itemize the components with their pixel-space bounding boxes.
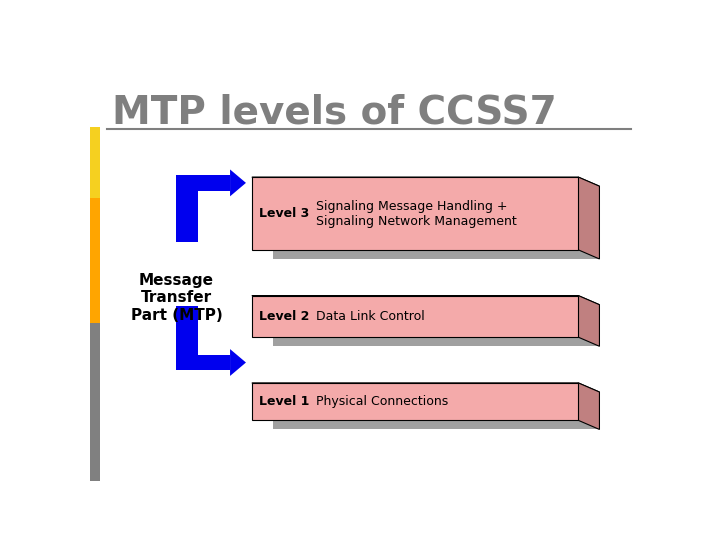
Bar [252, 295, 578, 337]
Bar [90, 322, 100, 481]
Bar [176, 175, 230, 191]
Bar [252, 177, 578, 250]
Polygon shape [578, 295, 600, 346]
Bar [176, 355, 230, 370]
Bar [90, 127, 100, 198]
Polygon shape [578, 383, 600, 429]
Polygon shape [252, 383, 600, 392]
Text: Data Link Control: Data Link Control [316, 310, 425, 323]
Text: Physical Connections: Physical Connections [316, 395, 449, 408]
Polygon shape [252, 295, 600, 305]
Text: Level 2: Level 2 [258, 310, 309, 323]
Bar [176, 191, 198, 241]
Polygon shape [230, 349, 246, 376]
Text: MTP levels of CCSS7: MTP levels of CCSS7 [112, 94, 557, 132]
Polygon shape [252, 177, 600, 186]
Bar [90, 198, 100, 322]
Text: Message
Transfer
Part (MTP): Message Transfer Part (MTP) [130, 273, 222, 322]
Text: Signaling Message Handling +
Signaling Network Management: Signaling Message Handling + Signaling N… [316, 200, 517, 228]
Text: Level 1: Level 1 [258, 395, 309, 408]
Polygon shape [273, 392, 600, 429]
Bar [252, 383, 578, 420]
Text: Level 3: Level 3 [258, 207, 309, 220]
Polygon shape [578, 177, 600, 259]
Polygon shape [273, 186, 600, 259]
Polygon shape [230, 170, 246, 197]
Bar [176, 306, 198, 355]
Polygon shape [273, 305, 600, 346]
